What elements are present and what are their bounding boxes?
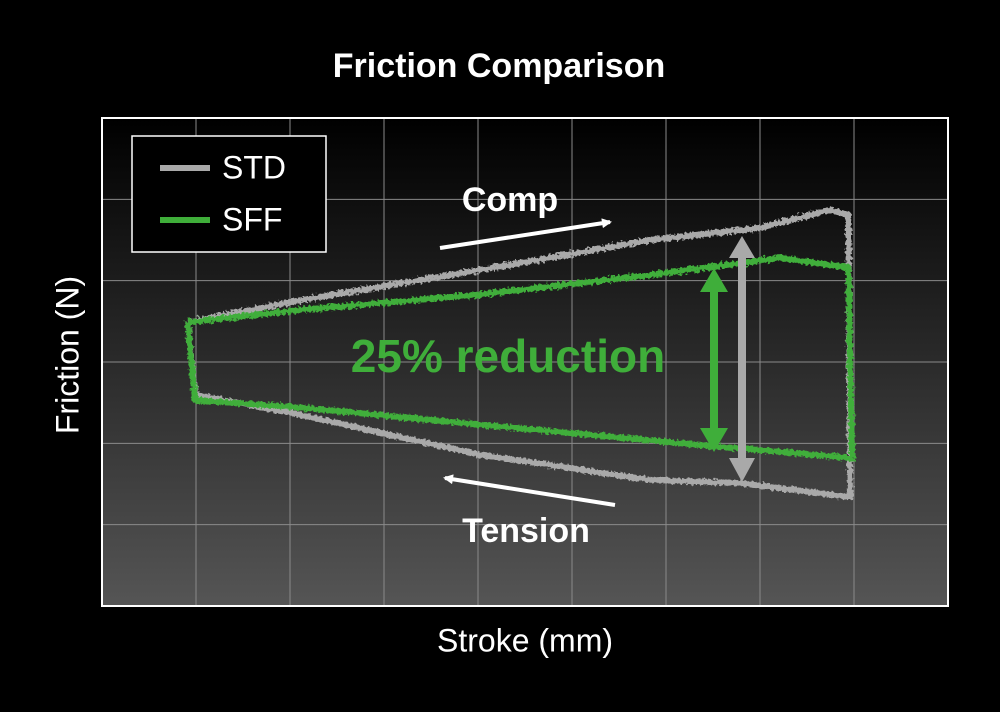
y-axis-label: Friction (N) bbox=[49, 276, 85, 434]
lines bbox=[184, 206, 856, 501]
legend-label: STD bbox=[222, 149, 286, 185]
sff-gap-arrow bbox=[700, 268, 728, 452]
legend: STD SFF bbox=[131, 135, 327, 253]
x-axis-label: Stroke (mm) bbox=[437, 622, 613, 658]
legend-box bbox=[131, 135, 327, 253]
grid bbox=[102, 118, 948, 606]
annotation: Tension bbox=[462, 512, 590, 550]
comp-arrow bbox=[439, 218, 612, 250]
annotation: 25% reduction bbox=[351, 330, 665, 382]
chart-title: Friction Comparison bbox=[333, 47, 665, 85]
tension-arrow bbox=[443, 474, 616, 507]
plot-border bbox=[101, 117, 949, 607]
annotation: Comp bbox=[462, 181, 558, 219]
legend-label: SFF bbox=[222, 201, 282, 237]
std-gap-arrow bbox=[729, 236, 755, 482]
series-line bbox=[184, 254, 856, 461]
